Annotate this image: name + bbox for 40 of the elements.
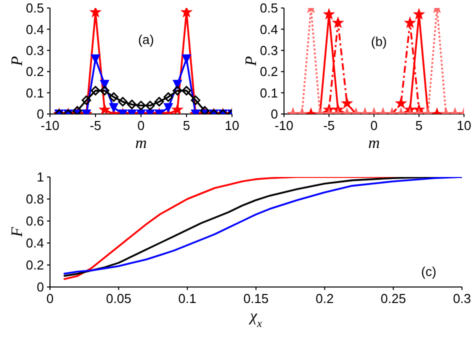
x-axis-title: m xyxy=(368,135,380,152)
y-tick-label: 0.8 xyxy=(26,192,44,207)
y-tick-label: 0.6 xyxy=(26,214,44,229)
x-tick-label: 0.2 xyxy=(316,291,334,306)
y-tick-label: 0 xyxy=(36,280,44,295)
x-tick-label: 10 xyxy=(456,118,472,134)
y-axis-title: P xyxy=(243,56,260,67)
y-tick-label: 0.5 xyxy=(260,0,278,16)
y-axis-title: F xyxy=(9,226,26,238)
x-tick-label: 0.1 xyxy=(178,291,196,306)
annotation: (c) xyxy=(421,264,436,279)
annotation: (b) xyxy=(371,34,387,50)
y-tick-label: 0.3 xyxy=(260,43,278,58)
x-axis-title: χ$_{x}$ xyxy=(248,308,262,330)
y-tick-label: 0.2 xyxy=(260,64,278,80)
x-tick-label: 10 xyxy=(224,118,240,134)
x-tick-label: 0 xyxy=(137,118,145,134)
annotation: (a) xyxy=(138,32,154,47)
x-tick-label: 0.25 xyxy=(380,291,406,306)
x-tick-label: 0 xyxy=(46,291,54,306)
y-tick-label: 0.4 xyxy=(260,22,278,37)
y-tick-label: 0.4 xyxy=(26,236,44,251)
x-tick-label: 0.05 xyxy=(106,291,132,306)
x-tick-label: 0 xyxy=(370,118,378,134)
y-tick-label: 0.1 xyxy=(26,85,44,100)
y-tick-label: 0.5 xyxy=(26,0,44,16)
y-tick-label: 1 xyxy=(36,170,44,185)
x-axis-title: m xyxy=(135,135,147,152)
y-tick-label: 0.2 xyxy=(26,258,44,273)
x-tick-label: -5 xyxy=(90,118,102,134)
x-tick-label: 0.3 xyxy=(452,291,472,306)
x-tick-label: 0.15 xyxy=(243,291,269,306)
y-tick-label: 0.4 xyxy=(26,22,44,37)
y-tick-label: 0.3 xyxy=(26,43,44,58)
y-tick-label: 0.1 xyxy=(260,85,278,100)
x-tick-label: 5 xyxy=(415,118,423,134)
x-tick-label: 5 xyxy=(182,118,190,134)
y-tick-label: 0.2 xyxy=(26,64,44,80)
x-tick-label: -5 xyxy=(323,118,335,134)
y-axis-title: P xyxy=(9,56,26,67)
